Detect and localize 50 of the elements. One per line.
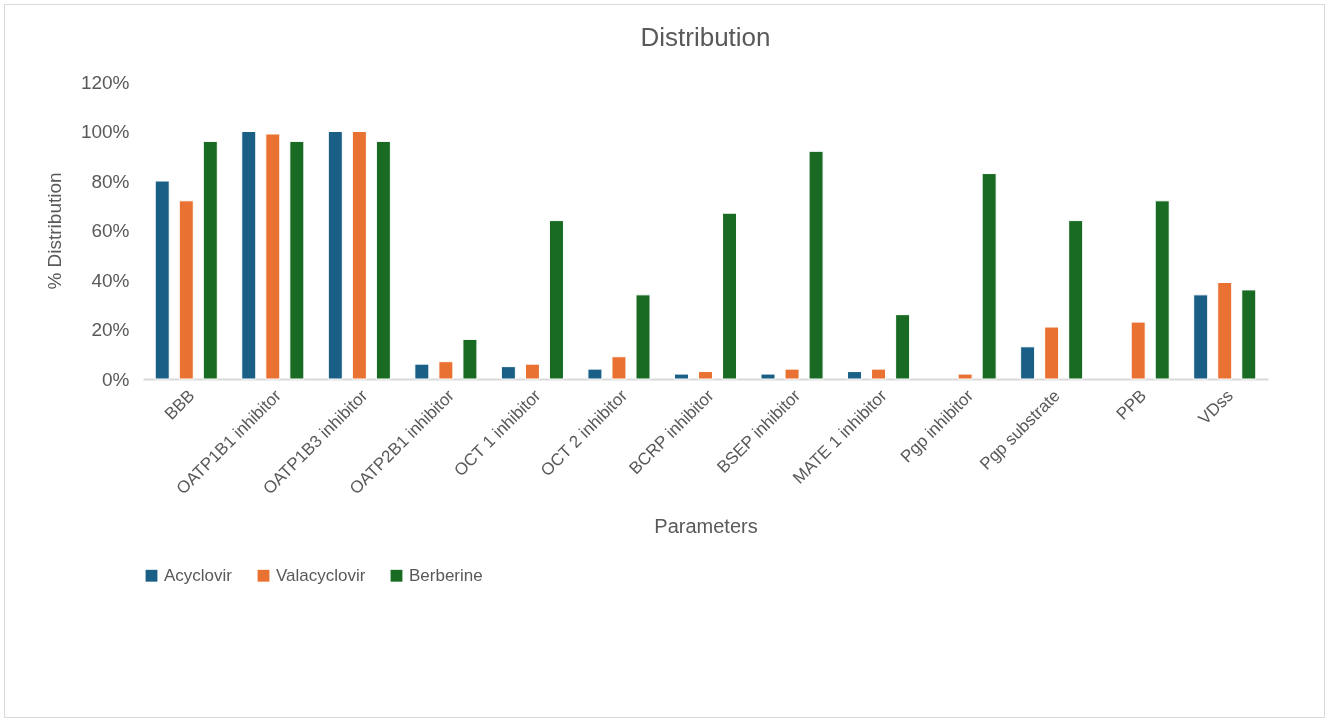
bar: [351, 131, 367, 380]
y-tick-label: 80%: [91, 170, 130, 192]
bar: [611, 356, 627, 380]
bar: [784, 368, 800, 380]
bar: [548, 220, 564, 380]
y-tick-label: 100%: [80, 121, 130, 142]
bar: [202, 140, 218, 380]
bar: [722, 212, 738, 380]
bar: [414, 363, 430, 380]
bar: [438, 361, 454, 380]
bar: [289, 140, 305, 380]
bar: [327, 131, 343, 380]
y-tick-label: 20%: [91, 319, 130, 340]
y-tick-label: 60%: [91, 220, 130, 241]
y-axis-title: % Distribution: [43, 172, 65, 290]
bar: [587, 368, 603, 380]
legend-label: Acyclovir: [164, 565, 233, 585]
bar: [462, 338, 478, 380]
bar: [375, 140, 391, 380]
bar: [1130, 321, 1146, 380]
y-tick-label: 120%: [80, 71, 130, 93]
bar: [178, 200, 194, 380]
bar: [265, 133, 281, 380]
bar: [895, 314, 911, 380]
bar: [1154, 200, 1170, 380]
legend-label: Berberine: [409, 565, 483, 585]
bar: [871, 368, 887, 380]
bar: [1044, 326, 1060, 380]
bar: [154, 180, 170, 380]
bar: [673, 373, 689, 380]
bar: [957, 373, 973, 380]
bar: [1020, 346, 1036, 380]
bar: [1193, 294, 1209, 380]
bar: [1241, 289, 1257, 380]
bar: [524, 363, 540, 380]
y-tick-label: 0%: [102, 368, 130, 390]
y-tick-label: 40%: [91, 269, 130, 291]
legend-label: Valacyclovir: [276, 565, 366, 585]
bar: [981, 173, 997, 380]
bar: [1217, 281, 1233, 380]
bar: [760, 373, 776, 380]
bar: [241, 131, 257, 380]
chart-title: Distribution: [640, 22, 771, 52]
x-axis-title: Parameters: [654, 515, 758, 538]
bar: [847, 371, 863, 380]
bar: [808, 150, 824, 380]
bar: [1068, 220, 1084, 380]
bar: [698, 371, 713, 380]
bar: [500, 366, 516, 380]
bar: [635, 294, 651, 380]
